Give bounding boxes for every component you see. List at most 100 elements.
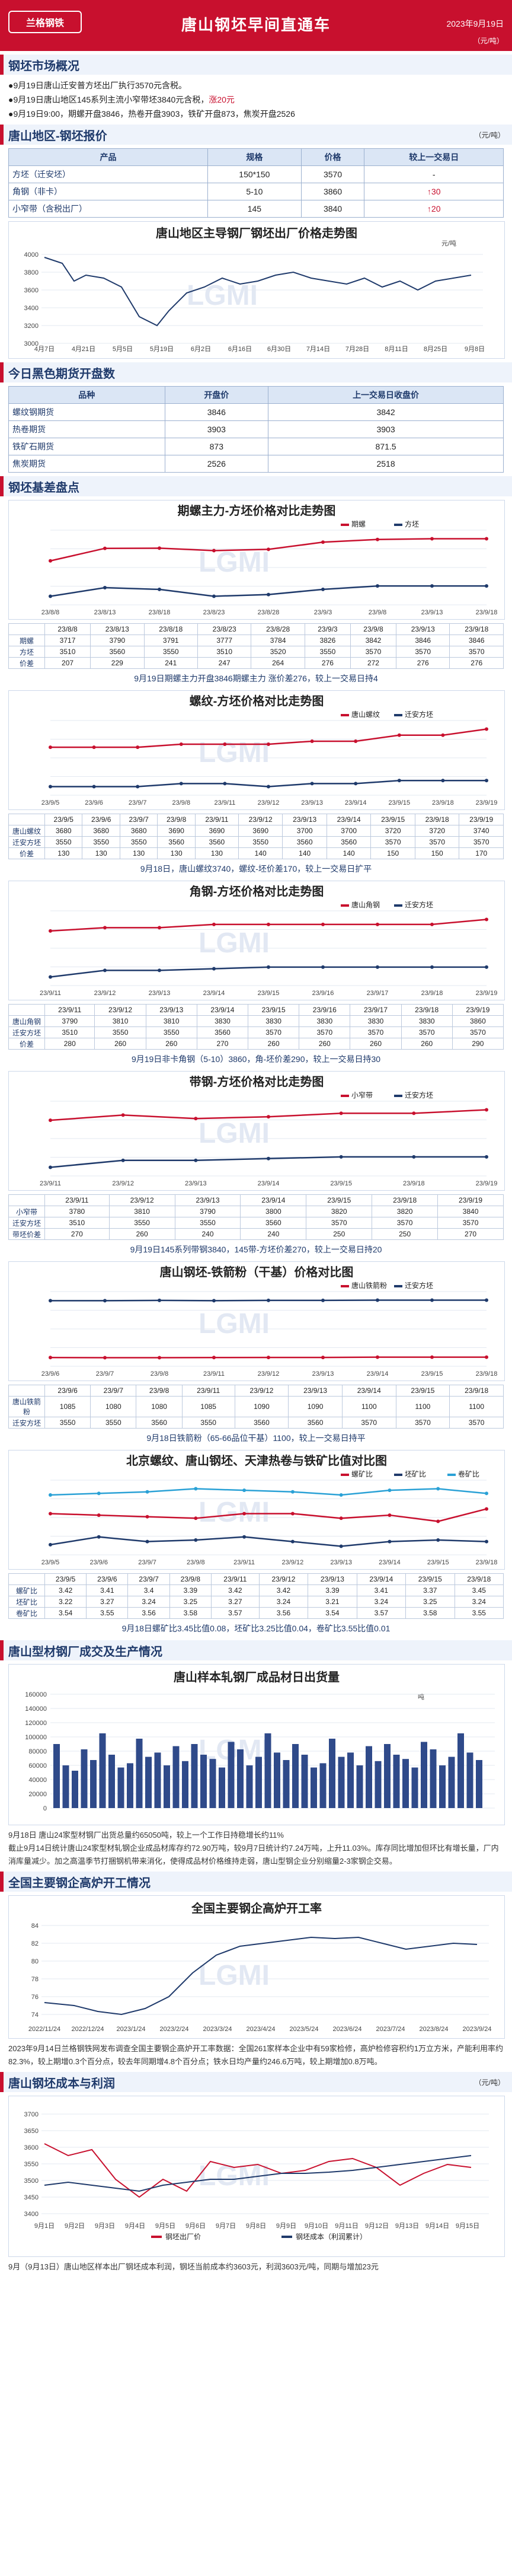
data-point <box>49 1542 52 1547</box>
y-tick-label: 80000 <box>28 1748 47 1755</box>
legend-swatch <box>394 1474 402 1476</box>
col-product: 产品 <box>8 148 209 166</box>
chart-title: 角钢-方坯价格对比走势图 <box>190 884 324 898</box>
x-tick-label: 23/9/18 <box>432 799 454 806</box>
chart-title: 北京螺纹、唐山钢坯、天津热卷与铁矿比值对比图 <box>126 1453 387 1468</box>
basis-charts: LGMI 期螺主力-方坯价格对比走势图 23/8/8 23/8/13 23/8/18 23… <box>0 500 512 1634</box>
x-tick-label: 2023/4/24 <box>247 2026 276 2033</box>
x-tick-label: 23/9/6 <box>89 1559 108 1566</box>
data-point <box>310 739 314 743</box>
series-line <box>50 1536 487 1547</box>
legend-label: 期螺 <box>351 520 366 528</box>
x-tick-label: 23/9/8 <box>151 1370 169 1378</box>
x-tick-label: 23/9/14 <box>258 1180 280 1187</box>
data-point <box>290 1512 295 1516</box>
x-tick-label: 5月19日 <box>150 346 174 353</box>
x-tick-label: 2022/11/24 <box>28 2026 60 2033</box>
y-tick-label: 3600 <box>24 2144 39 2151</box>
data-point <box>194 1158 198 1162</box>
x-tick-label: 23/9/7 <box>96 1370 114 1378</box>
x-tick-label: 23/9/13 <box>330 1559 352 1566</box>
x-tick-label: 9月4日 <box>125 2223 145 2230</box>
x-tick-label: 23/9/13 <box>421 609 443 616</box>
data-point <box>376 965 379 969</box>
data-point <box>267 1298 270 1302</box>
blast-line <box>44 1936 478 2016</box>
data-point <box>212 594 216 598</box>
cost-line-cost <box>44 2155 472 2192</box>
x-tick-label: 23/9/12 <box>258 1370 280 1378</box>
data-point <box>388 1513 392 1517</box>
bar <box>108 1755 115 1808</box>
data-point <box>321 922 325 926</box>
x-tick-label: 23/9/6 <box>41 1370 60 1378</box>
bar <box>127 1763 133 1808</box>
data-point <box>49 559 52 563</box>
legend-swatch <box>394 1095 402 1097</box>
basis-table-0: 23/8/8 23/8/13 23/8/18 23/8/23 23/8/28 23/9/3… <box>8 623 504 669</box>
bar <box>164 1765 170 1808</box>
data-point <box>430 584 434 588</box>
basis-caption-1: 9月18日，唐山螺纹3740，螺纹-坯价差170，较上一交易日扩平 <box>140 864 372 873</box>
bar <box>246 1765 253 1808</box>
data-point <box>321 1298 325 1302</box>
legend-label: 小窄带 <box>351 1091 373 1099</box>
x-tick-label: 9月15日 <box>456 2223 479 2230</box>
x-tick-label: 23/9/18 <box>421 990 443 997</box>
x-tick-label: 2023/6/24 <box>333 2026 362 2033</box>
data-point <box>267 592 270 597</box>
y-tick-label: 3200 <box>24 323 39 330</box>
data-point <box>485 1539 488 1544</box>
data-point <box>103 1356 107 1360</box>
data-point <box>49 929 52 933</box>
blast-svg: LGMI 全国主要钢企高炉开工率 84 82 80 78 76 74 2022/11/24… <box>28 1901 492 2033</box>
data-point <box>145 1490 149 1494</box>
market-line-3: ●9月19日9:00，期螺开盘3846，热卷开盘3903，铁矿开盘873，焦炭开… <box>8 109 295 119</box>
x-tick-label: 23/9/19 <box>476 799 498 806</box>
section-quote: 唐山地区-钢坯报价 （元/吨） <box>0 125 512 145</box>
legend-label: 方坯 <box>405 519 419 528</box>
x-tick-label: 2023/2/24 <box>160 2026 189 2033</box>
y-tick-label: 3800 <box>24 269 39 276</box>
bar <box>62 1765 69 1808</box>
bar <box>466 1752 473 1808</box>
x-tick-label: 23/8/8 <box>41 609 60 616</box>
basis-table-2: 23/9/11 23/9/12 23/9/13 23/9/14 23/9/15 23/9/… <box>8 1004 504 1050</box>
col-spec: 规格 <box>207 148 302 166</box>
x-tick-label: 23/9/14 <box>203 990 225 997</box>
x-tick-label: 8月11日 <box>385 346 408 353</box>
bar <box>347 1752 354 1808</box>
bar <box>329 1739 335 1808</box>
data-point <box>136 785 140 789</box>
data-point <box>485 965 488 969</box>
svg-text:LGMI: LGMI <box>199 927 270 959</box>
shipment-bar-chart: LGMI 唐山样本轧钢厂成品材日出货量 吨 160000140000120000… <box>8 1664 505 1825</box>
data-point <box>212 967 216 971</box>
x-tick-label: 23/9/3 <box>314 609 332 616</box>
bar <box>292 1744 299 1808</box>
data-point <box>321 540 325 544</box>
logo: 兰格钢铁 <box>8 11 82 33</box>
x-tick-label: 9月9日 <box>276 2223 296 2230</box>
watermark: LGMI <box>187 280 258 311</box>
x-tick-label: 2023/5/24 <box>290 2026 319 2033</box>
data-point <box>267 1115 270 1119</box>
x-tick-label: 23/9/18 <box>476 609 498 616</box>
legend-label: 唐山铁箭粉 <box>351 1281 387 1290</box>
data-point <box>339 1493 343 1497</box>
bar <box>338 1756 345 1808</box>
x-tick-label: 23/9/11 <box>203 1370 225 1378</box>
basis-table-3: 23/9/11 23/9/12 23/9/13 23/9/14 23/9/15 23/9/… <box>8 1194 504 1240</box>
bar <box>311 1767 317 1808</box>
x-tick-label: 2023/1/24 <box>117 2026 146 2033</box>
y-tick-label: 3700 <box>24 2111 39 2118</box>
col-change: 较上一交易日 <box>364 148 504 166</box>
legend-label: 螺矿比 <box>351 1470 373 1478</box>
section-steel: 唐山型材钢厂成交及生产情况 <box>0 1640 512 1660</box>
bar <box>301 1755 308 1808</box>
bar <box>283 1760 290 1808</box>
data-point <box>49 1512 52 1516</box>
data-point <box>290 1490 295 1494</box>
data-point <box>145 1539 149 1544</box>
